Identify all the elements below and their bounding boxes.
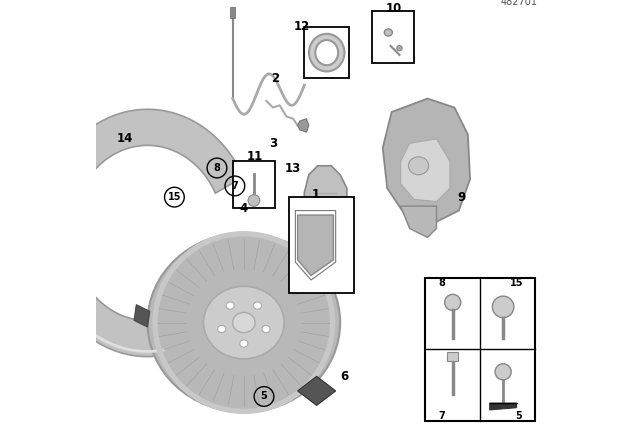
Polygon shape <box>401 139 450 202</box>
Text: 1: 1 <box>312 188 319 202</box>
Text: 9: 9 <box>457 190 465 204</box>
Text: 482701: 482701 <box>500 0 538 7</box>
Text: 5: 5 <box>515 411 522 421</box>
Polygon shape <box>401 206 436 237</box>
Circle shape <box>492 296 514 318</box>
Text: 15: 15 <box>168 192 181 202</box>
Text: 8: 8 <box>438 278 445 288</box>
Text: 11: 11 <box>247 150 263 164</box>
Circle shape <box>248 194 260 206</box>
Bar <box>371 11 414 63</box>
Text: 6: 6 <box>340 370 349 383</box>
Text: 7: 7 <box>232 181 238 191</box>
Text: 13: 13 <box>285 161 301 175</box>
Polygon shape <box>134 305 150 327</box>
Bar <box>447 352 458 361</box>
Polygon shape <box>383 99 470 222</box>
Bar <box>232 161 275 208</box>
Ellipse shape <box>226 302 234 309</box>
Ellipse shape <box>262 325 270 333</box>
Ellipse shape <box>384 29 392 36</box>
Polygon shape <box>298 119 308 132</box>
Bar <box>305 27 349 78</box>
Ellipse shape <box>147 233 340 412</box>
Ellipse shape <box>408 157 429 175</box>
Polygon shape <box>298 376 335 405</box>
Text: 4: 4 <box>240 202 248 215</box>
Ellipse shape <box>397 46 402 51</box>
Text: 5: 5 <box>260 392 268 401</box>
Ellipse shape <box>253 302 262 309</box>
Circle shape <box>445 294 461 310</box>
Ellipse shape <box>204 286 284 359</box>
Ellipse shape <box>233 312 255 332</box>
Text: 10: 10 <box>386 2 402 16</box>
Text: 7: 7 <box>438 411 445 421</box>
Text: 14: 14 <box>117 132 133 146</box>
Polygon shape <box>40 109 243 357</box>
Text: 3: 3 <box>269 137 277 150</box>
Ellipse shape <box>240 340 248 347</box>
Text: 12: 12 <box>294 20 310 34</box>
Circle shape <box>495 364 511 380</box>
Bar <box>289 197 353 293</box>
Ellipse shape <box>218 325 226 333</box>
Bar <box>425 278 535 421</box>
Polygon shape <box>490 403 516 410</box>
Text: 8: 8 <box>214 163 220 173</box>
Polygon shape <box>298 215 333 276</box>
Polygon shape <box>304 166 347 235</box>
Text: 15: 15 <box>510 278 524 288</box>
Text: 2: 2 <box>271 72 279 85</box>
Bar <box>230 7 236 18</box>
